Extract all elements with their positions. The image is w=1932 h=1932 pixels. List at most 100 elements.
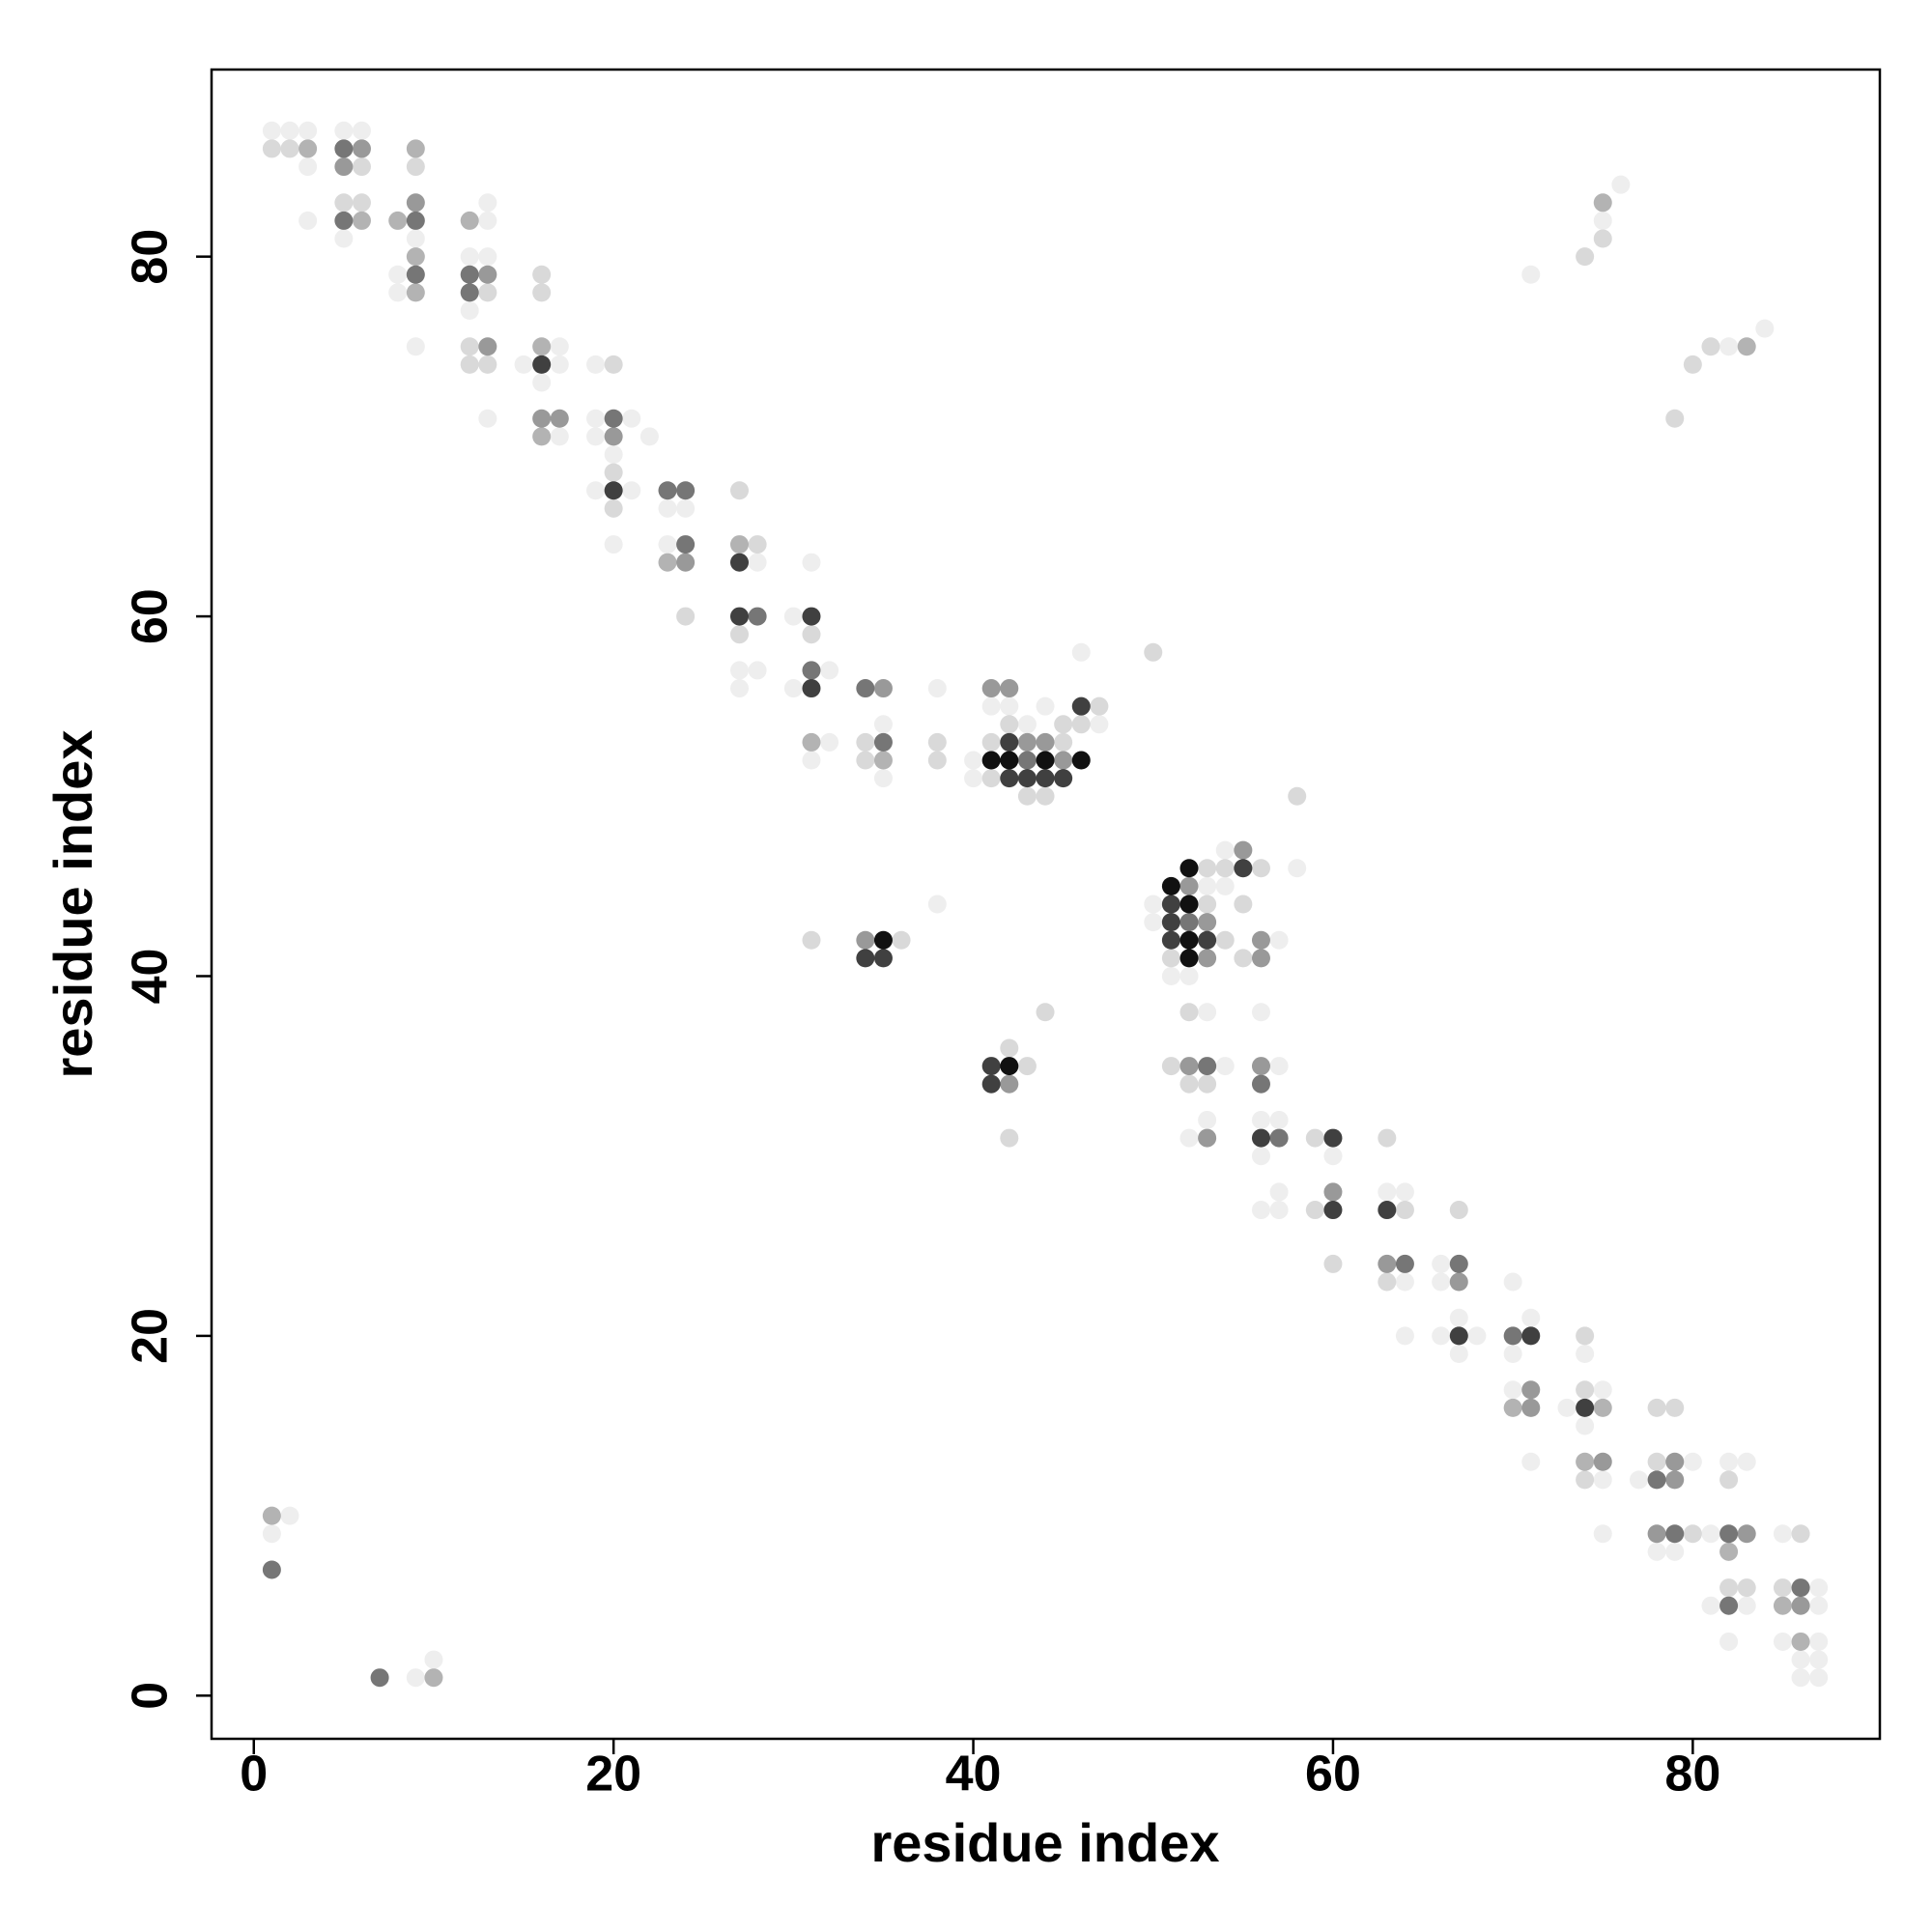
data-point [1179, 1128, 1199, 1148]
data-point [1234, 949, 1253, 968]
data-point [1000, 732, 1019, 752]
data-point [1647, 1470, 1666, 1490]
data-point [1737, 337, 1756, 356]
data-point [1647, 1542, 1666, 1561]
data-point [1378, 1201, 1397, 1220]
data-point [1755, 319, 1775, 338]
data-point [729, 535, 749, 554]
data-point [1503, 1398, 1522, 1417]
data-point [676, 535, 696, 554]
data-point [729, 553, 749, 572]
data-point [406, 283, 425, 302]
data-point [1378, 1128, 1397, 1148]
data-point [1593, 1398, 1612, 1417]
data-point [514, 355, 533, 374]
data-point [1593, 193, 1612, 213]
data-point [1054, 751, 1073, 770]
data-point [1000, 696, 1019, 716]
data-point [1269, 1057, 1289, 1076]
data-point [1036, 786, 1055, 806]
data-point [406, 265, 425, 284]
data-point [981, 696, 1001, 716]
data-point [1000, 1057, 1019, 1076]
data-point [1791, 1596, 1810, 1615]
data-point [1017, 732, 1037, 752]
data-point [1198, 1074, 1217, 1094]
data-point [1521, 1326, 1541, 1346]
data-point [550, 337, 569, 356]
data-point [1773, 1632, 1792, 1651]
data-point [1269, 1201, 1289, 1220]
data-point [1161, 930, 1180, 950]
data-point [676, 498, 696, 518]
data-point [1521, 1308, 1541, 1327]
data-point [820, 732, 839, 752]
data-point [1576, 247, 1595, 267]
data-point [1521, 1380, 1541, 1400]
data-point [604, 498, 623, 518]
data-point [1809, 1668, 1829, 1688]
data-point [802, 751, 821, 770]
data-point [1144, 642, 1163, 662]
data-point [1179, 876, 1199, 895]
data-point [873, 715, 893, 734]
data-point [622, 409, 641, 428]
data-point [1593, 1524, 1612, 1544]
data-point [586, 427, 606, 446]
data-point [298, 157, 318, 177]
data-point [604, 463, 623, 482]
data-point [1737, 1452, 1756, 1471]
data-point [1179, 1057, 1199, 1076]
data-point [1665, 1452, 1685, 1471]
data-point [1683, 1452, 1702, 1471]
data-point [658, 498, 677, 518]
data-point [1611, 175, 1631, 194]
data-point [1665, 1398, 1685, 1417]
data-point [1269, 1110, 1289, 1129]
data-point [1503, 1380, 1522, 1400]
data-point [1161, 876, 1180, 895]
data-point [1809, 1596, 1829, 1615]
data-point [532, 283, 552, 302]
x-tick-label: 40 [946, 1747, 1002, 1803]
data-point [1432, 1254, 1451, 1273]
data-point [783, 679, 803, 698]
data-point [1432, 1326, 1451, 1346]
data-point [1773, 1578, 1792, 1598]
x-tick-label: 20 [585, 1747, 641, 1803]
data-point [1215, 840, 1235, 860]
data-point [1054, 769, 1073, 788]
data-point [729, 679, 749, 698]
data-point [873, 751, 893, 770]
data-point [748, 607, 767, 626]
data-point [1593, 1470, 1612, 1490]
data-point [1017, 751, 1037, 770]
data-point [873, 679, 893, 698]
data-point [1791, 1524, 1810, 1544]
data-point [802, 679, 821, 698]
data-point [639, 427, 659, 446]
data-point [406, 229, 425, 248]
data-point [1269, 1182, 1289, 1202]
data-point [1449, 1326, 1468, 1346]
data-point [1144, 913, 1163, 932]
data-point [604, 444, 623, 464]
data-point [1737, 1578, 1756, 1598]
data-point [1593, 1452, 1612, 1471]
data-point [460, 301, 479, 321]
data-point [873, 732, 893, 752]
data-point [748, 535, 767, 554]
data-point [424, 1668, 443, 1688]
data-point [586, 481, 606, 500]
data-point [1773, 1596, 1792, 1615]
data-point [981, 751, 1001, 770]
data-point [532, 373, 552, 392]
data-point [1323, 1128, 1343, 1148]
data-point [676, 481, 696, 500]
data-point [334, 229, 354, 248]
data-point [1719, 1470, 1739, 1490]
data-point [352, 139, 371, 158]
data-point [550, 409, 569, 428]
data-point [532, 337, 552, 356]
data-point [873, 949, 893, 968]
